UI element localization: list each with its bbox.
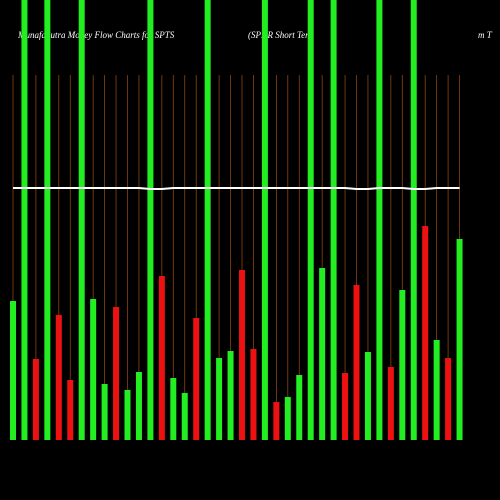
bar — [44, 0, 51, 440]
bar — [101, 384, 108, 440]
bar — [261, 0, 268, 440]
bar — [147, 0, 154, 440]
bar — [342, 373, 349, 440]
bar — [181, 393, 188, 440]
bar — [319, 268, 326, 440]
bar — [67, 380, 74, 440]
bar — [364, 352, 371, 440]
bar — [193, 318, 200, 440]
bar — [227, 351, 234, 440]
bar — [422, 226, 429, 440]
bar — [170, 378, 177, 440]
bar — [204, 0, 211, 440]
bar — [124, 390, 131, 440]
chart-subtitle: m T — [478, 30, 493, 40]
bar — [21, 0, 28, 440]
bar — [135, 372, 142, 440]
bar — [307, 0, 314, 440]
bar — [445, 358, 452, 440]
bar — [433, 340, 440, 440]
bar — [456, 239, 463, 440]
bar — [158, 276, 165, 440]
line-series — [13, 187, 460, 190]
bar — [410, 0, 417, 440]
bar — [216, 358, 223, 440]
bar — [239, 270, 245, 440]
bar — [353, 285, 360, 440]
bar — [90, 299, 97, 440]
bar — [32, 359, 39, 440]
bar — [387, 367, 394, 440]
bar — [376, 0, 383, 440]
bar — [296, 375, 303, 440]
bar — [10, 301, 16, 440]
chart-subtitle: (SPDR Short Ter — [248, 30, 309, 40]
bar — [399, 290, 406, 440]
chart-title: MunafaSutra Money Flow Charts for SPTS — [17, 30, 175, 40]
bar — [273, 402, 280, 440]
bar — [55, 315, 62, 440]
bar — [113, 307, 120, 440]
bar — [284, 397, 291, 440]
bar — [78, 0, 85, 440]
bar — [250, 349, 257, 440]
bar — [330, 0, 337, 440]
